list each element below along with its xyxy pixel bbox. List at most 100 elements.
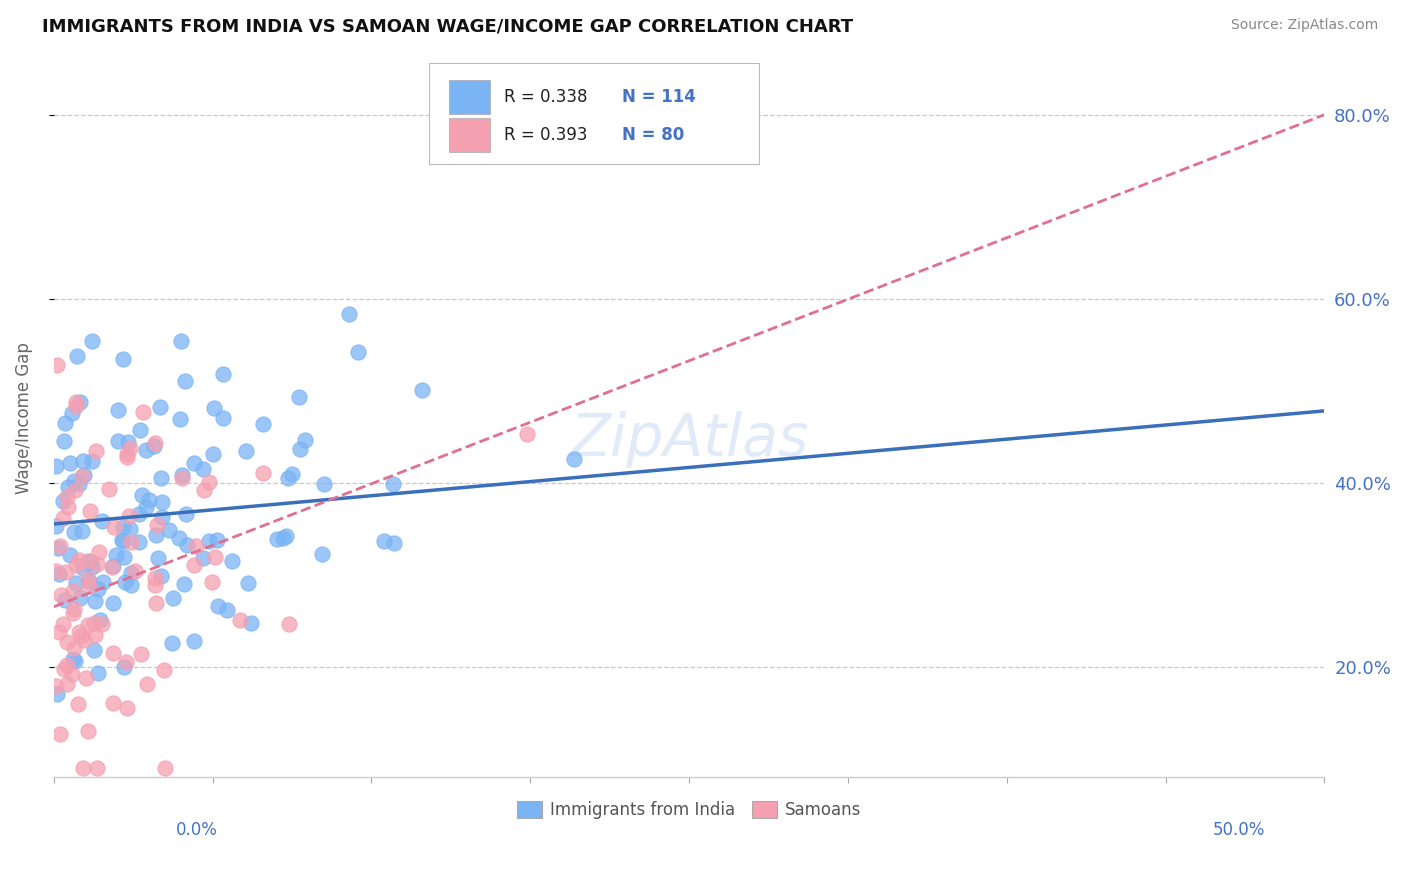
Point [170, 471, 193, 485]
Point [107, 434, 129, 449]
Point [157, 523, 180, 537]
Point [56, 677, 79, 691]
Point [55, 565, 77, 579]
Point [176, 539, 198, 553]
Point [70, 629, 93, 643]
Point [58, 456, 80, 470]
Point [271, 531, 294, 545]
Point [153, 663, 176, 677]
Point [67, 624, 90, 639]
Point [105, 548, 128, 562]
Point [101, 696, 124, 710]
Point [143, 577, 166, 591]
Point [135, 442, 157, 457]
Point [143, 439, 166, 453]
Point [132, 404, 155, 418]
Point [56, 634, 79, 648]
Point [56, 500, 79, 515]
Point [150, 569, 173, 583]
Point [191, 550, 214, 565]
Point [84, 594, 107, 608]
Point [56, 658, 79, 673]
Point [145, 436, 167, 450]
Point [145, 528, 167, 542]
Point [98, 482, 121, 496]
Point [103, 646, 125, 660]
Point [72, 454, 94, 468]
Text: 50.0%: 50.0% [1213, 821, 1265, 838]
Point [52, 494, 75, 508]
Point [169, 531, 191, 545]
Point [82, 454, 104, 468]
Point [373, 534, 395, 549]
Point [45, 564, 67, 578]
Point [63, 654, 86, 668]
Point [75, 672, 97, 686]
Point [45, 519, 67, 533]
Point [129, 423, 152, 437]
Point [72, 761, 94, 775]
Text: N = 80: N = 80 [621, 127, 685, 145]
Point [100, 560, 122, 574]
FancyBboxPatch shape [449, 119, 489, 153]
Point [83, 643, 105, 657]
Point [53, 434, 76, 449]
Text: R = 0.393: R = 0.393 [503, 127, 588, 145]
Point [90, 616, 112, 631]
Point [66, 349, 89, 363]
Point [266, 532, 288, 546]
Point [84, 444, 107, 458]
Point [174, 507, 197, 521]
Text: IMMIGRANTS FROM INDIA VS SAMOAN WAGE/INCOME GAP CORRELATION CHART: IMMIGRANTS FROM INDIA VS SAMOAN WAGE/INC… [42, 18, 853, 36]
Point [72, 561, 94, 575]
Point [128, 507, 150, 521]
Point [274, 529, 297, 543]
Point [112, 351, 135, 366]
Point [193, 483, 215, 497]
Point [152, 510, 174, 524]
Point [115, 701, 138, 715]
Point [48, 625, 70, 640]
Point [118, 441, 141, 455]
Point [149, 471, 172, 485]
Point [69, 591, 91, 605]
Point [65, 558, 87, 573]
Point [115, 655, 138, 669]
FancyBboxPatch shape [449, 80, 489, 114]
Point [221, 554, 243, 568]
Point [107, 403, 129, 417]
Point [183, 634, 205, 648]
Point [62, 474, 84, 488]
Point [63, 524, 86, 539]
Point [148, 551, 170, 566]
Point [138, 493, 160, 508]
Point [111, 533, 134, 548]
Point [191, 461, 214, 475]
Point [66, 697, 89, 711]
Point [52, 662, 75, 676]
Point [76, 572, 98, 586]
Point [117, 509, 139, 524]
Point [62, 652, 84, 666]
Point [63, 483, 86, 497]
Y-axis label: Wage/Income Gap: Wage/Income Gap [15, 343, 32, 494]
Point [124, 564, 146, 578]
Point [277, 616, 299, 631]
Point [277, 470, 299, 484]
Point [252, 467, 274, 481]
Point [202, 401, 225, 416]
Point [201, 575, 224, 590]
Point [211, 411, 233, 425]
Point [111, 533, 134, 548]
Point [53, 416, 76, 430]
Text: 0.0%: 0.0% [176, 821, 218, 838]
Point [115, 447, 138, 461]
Point [89, 613, 111, 627]
Point [45, 458, 67, 473]
Text: Source: ZipAtlas.com: Source: ZipAtlas.com [1230, 18, 1378, 32]
Point [52, 616, 75, 631]
Point [65, 575, 87, 590]
Point [73, 468, 96, 483]
Point [63, 601, 86, 615]
Point [562, 452, 585, 467]
